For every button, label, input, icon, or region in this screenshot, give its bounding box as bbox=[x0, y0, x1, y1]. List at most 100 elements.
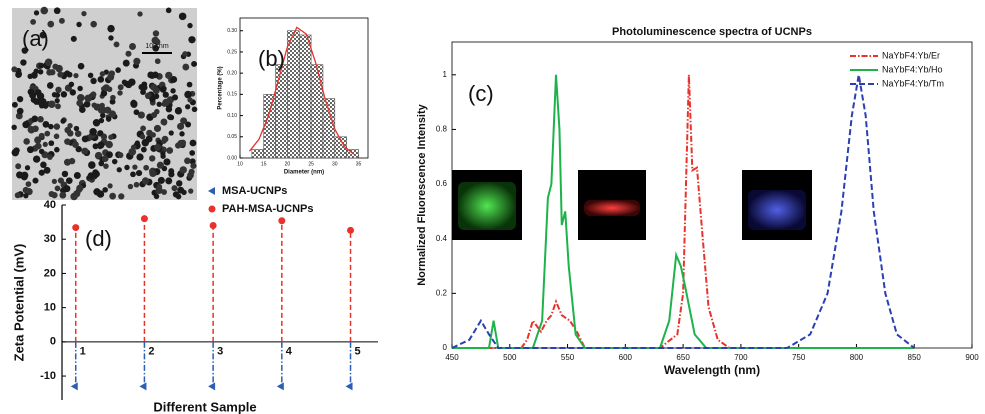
y-tick-label: 0 bbox=[443, 343, 448, 352]
particle bbox=[23, 193, 29, 199]
legend-label: MSA-UCNPs bbox=[222, 185, 287, 197]
particle bbox=[16, 107, 24, 115]
particle bbox=[139, 134, 146, 140]
panel-label: (b) bbox=[258, 46, 285, 71]
point bbox=[278, 217, 286, 225]
particle bbox=[40, 161, 47, 169]
particle bbox=[152, 30, 160, 37]
particle bbox=[171, 185, 178, 192]
particle bbox=[160, 118, 168, 126]
point bbox=[72, 224, 80, 232]
particle bbox=[37, 69, 44, 75]
particle bbox=[162, 98, 170, 107]
point bbox=[276, 382, 284, 391]
particle bbox=[140, 146, 147, 153]
particle bbox=[117, 84, 124, 91]
particle bbox=[130, 171, 136, 178]
particle bbox=[54, 92, 61, 98]
particle bbox=[59, 191, 67, 199]
particle bbox=[185, 121, 192, 128]
x-tick-label: 700 bbox=[734, 353, 748, 362]
bar bbox=[310, 64, 324, 159]
particle bbox=[68, 81, 75, 88]
particle bbox=[73, 73, 79, 79]
x-tick-label: 30 bbox=[332, 161, 338, 167]
particle bbox=[42, 141, 48, 148]
chart-title: Photoluminescence spectra of UCNPs bbox=[612, 26, 812, 38]
tem-image bbox=[11, 6, 198, 201]
particle bbox=[70, 192, 78, 201]
particle bbox=[125, 50, 132, 57]
particle bbox=[98, 107, 104, 114]
x-tick-label: 3 bbox=[217, 346, 223, 358]
particle bbox=[105, 140, 113, 149]
particle bbox=[128, 78, 136, 86]
particle bbox=[30, 19, 36, 25]
particle bbox=[53, 133, 60, 140]
y-tick-label: 10 bbox=[44, 302, 56, 314]
particle bbox=[42, 120, 50, 128]
point bbox=[70, 382, 78, 391]
particle bbox=[37, 116, 44, 123]
particle bbox=[190, 162, 197, 169]
particle bbox=[102, 187, 108, 193]
y-tick-label: 0.10 bbox=[227, 113, 237, 119]
y-tick-label: 1 bbox=[443, 70, 448, 79]
particle bbox=[15, 163, 22, 170]
particle bbox=[21, 47, 29, 54]
point bbox=[345, 382, 353, 391]
particle bbox=[124, 164, 130, 171]
particle bbox=[165, 105, 173, 113]
particle bbox=[186, 81, 193, 88]
x-tick-label: 20 bbox=[285, 161, 291, 167]
inset-glow bbox=[748, 190, 806, 230]
particle bbox=[35, 89, 42, 96]
x-tick-label: 550 bbox=[561, 353, 575, 362]
particle bbox=[96, 190, 105, 198]
bar bbox=[263, 94, 276, 159]
particle bbox=[53, 123, 61, 130]
particle bbox=[154, 58, 161, 65]
point bbox=[140, 215, 148, 223]
particle bbox=[42, 103, 49, 109]
particle bbox=[156, 161, 164, 169]
particle bbox=[189, 139, 197, 147]
particle bbox=[89, 128, 97, 136]
legend-label: NaYbF4:Yb/Ho bbox=[882, 64, 943, 74]
particle bbox=[168, 114, 175, 121]
particle bbox=[67, 130, 74, 137]
particle bbox=[170, 88, 176, 94]
particle bbox=[74, 130, 82, 138]
particle bbox=[105, 116, 112, 122]
particle bbox=[60, 91, 68, 98]
particle bbox=[129, 43, 136, 50]
x-tick-label: 25 bbox=[308, 161, 314, 167]
particle bbox=[40, 6, 49, 15]
y-tick-label: 0.25 bbox=[227, 49, 237, 55]
bar bbox=[275, 64, 288, 159]
particle bbox=[189, 150, 196, 156]
particle bbox=[34, 136, 42, 144]
particle bbox=[58, 17, 65, 24]
particle bbox=[180, 117, 188, 125]
particle bbox=[72, 141, 79, 148]
y-tick-label: 0.00 bbox=[227, 155, 237, 161]
particle bbox=[105, 151, 113, 159]
particle bbox=[157, 176, 165, 184]
particle bbox=[81, 135, 89, 143]
particle bbox=[184, 90, 192, 99]
particle bbox=[32, 177, 39, 184]
inset-photos bbox=[452, 170, 812, 240]
inset-glow bbox=[584, 200, 640, 216]
particle bbox=[97, 141, 105, 149]
x-tick-label: 15 bbox=[261, 161, 267, 167]
bar bbox=[322, 98, 336, 159]
particle bbox=[84, 94, 92, 103]
x-axis-label: Wavelength (nm) bbox=[664, 363, 760, 377]
particle bbox=[143, 164, 150, 171]
particle bbox=[133, 109, 140, 116]
particle bbox=[16, 71, 23, 77]
particle bbox=[166, 147, 174, 154]
particle bbox=[100, 90, 108, 97]
